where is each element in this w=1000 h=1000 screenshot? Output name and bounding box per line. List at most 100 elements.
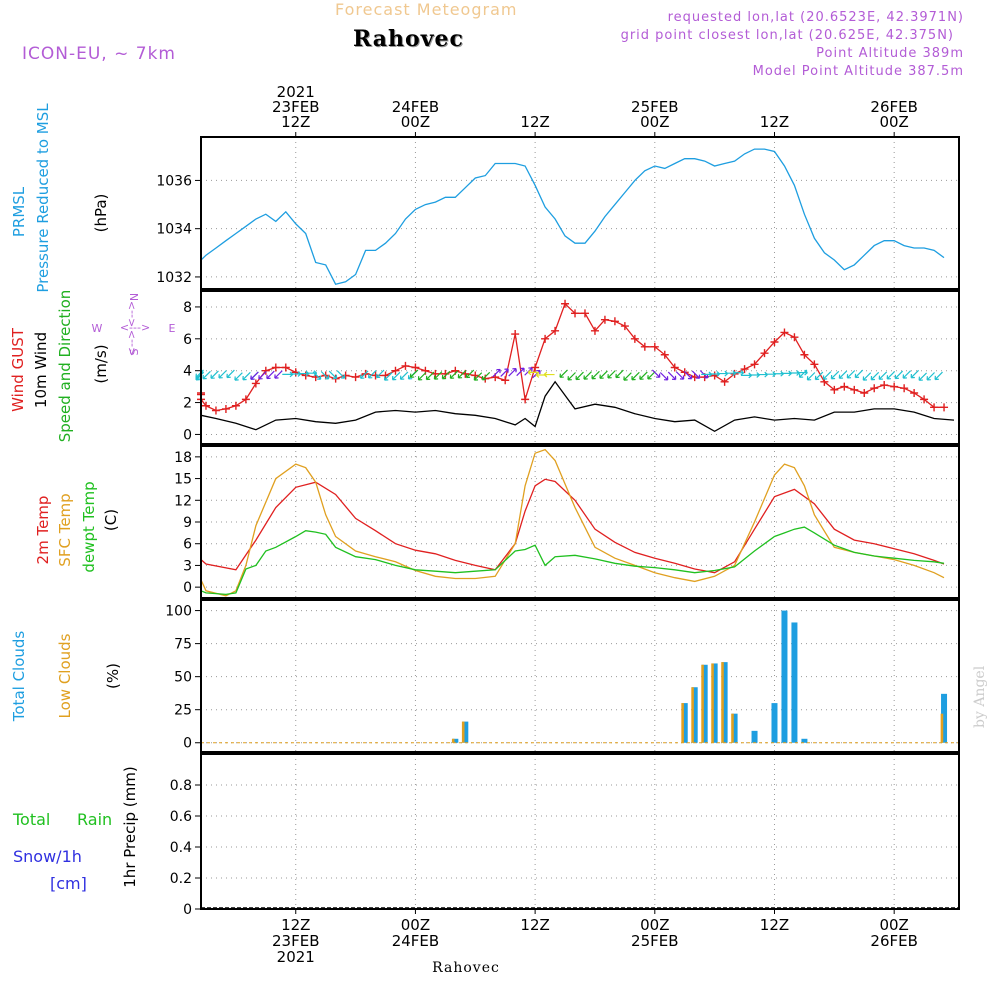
gust-marker: [780, 328, 789, 337]
cloud-bar: [701, 664, 704, 743]
x-tick-label-bottom: 12Z: [520, 916, 549, 934]
y-tick-label: 12: [174, 493, 192, 509]
precip-snow-label: Snow/1h: [13, 847, 82, 866]
clouds-total-label: Total Clouds: [10, 631, 28, 723]
wind-arrow: [218, 370, 227, 379]
cloud-bar: [462, 721, 469, 743]
series-line: [200, 526, 945, 596]
wind-arrow: [659, 372, 669, 381]
wind-arrow: [667, 371, 677, 381]
cloud-bar: [681, 703, 684, 743]
wind-arrow: [516, 367, 525, 377]
model-altitude: Model Point Altitude 387.5m: [752, 64, 964, 79]
y-tick-label: 6: [183, 537, 192, 553]
gust-marker: [211, 406, 220, 415]
panel-frame: [200, 445, 960, 599]
y-tick-label: 0: [183, 580, 192, 596]
y-tick-label: 1036: [156, 173, 192, 189]
gust-marker: [401, 361, 410, 370]
chart-title: Forecast Meteogram: [335, 0, 518, 19]
wind-arrow: [242, 371, 251, 381]
wind-arrow: [567, 372, 576, 381]
wind-arrow: [250, 371, 259, 380]
gust-marker: [531, 363, 540, 372]
gust-marker: [840, 382, 849, 391]
wind-arrow: [591, 370, 600, 380]
gust-marker: [940, 403, 949, 412]
gust-marker: [880, 381, 889, 390]
cloud-bar: [451, 738, 455, 743]
y-tick-label: 0.4: [170, 840, 192, 856]
gust-marker: [231, 401, 240, 410]
gust-marker: [511, 330, 520, 339]
footer-location: Rahovec: [432, 960, 500, 976]
y-tick-label: 25: [174, 703, 192, 719]
wind-panel: 0 2 4 6 8: [183, 290, 960, 445]
wind-arrow: [226, 369, 235, 379]
clouds-low-label: Low Clouds: [56, 633, 74, 718]
wind-arrow: [854, 369, 864, 379]
x-tick-label-bottom: 2021: [277, 948, 315, 966]
y-tick-label: 1032: [156, 270, 192, 286]
wind-arrow: [527, 369, 539, 376]
gust-marker: [770, 338, 779, 346]
wind-arrow: [500, 368, 509, 377]
clouds-unit: (%): [104, 663, 122, 689]
gust-marker: [381, 371, 390, 380]
wind-arrow: [559, 369, 568, 378]
wind-arrow: [918, 372, 927, 381]
cloud-bar: [711, 663, 714, 743]
x-tick-label-top: 23FEB: [272, 98, 319, 116]
pressure-unit: (hPa): [92, 194, 110, 233]
precip-rain-label: Rain: [77, 810, 112, 829]
x-tick-label-bottom: 25FEB: [631, 932, 678, 950]
wind-arrow: [417, 372, 427, 381]
cloud-bar: [461, 721, 465, 743]
gust-marker: [561, 299, 570, 308]
location-title: Rahovec: [353, 26, 464, 52]
wind-arrow: [457, 370, 467, 379]
wind-unit: (m/s): [92, 344, 110, 383]
gust-marker: [551, 326, 560, 335]
wind-arrow: [202, 370, 211, 380]
wind-arrow: [543, 371, 555, 378]
y-tick-label: 75: [174, 637, 192, 653]
gust-marker: [670, 363, 679, 372]
series-line: [200, 380, 955, 433]
x-tick-label-bottom: 26FEB: [870, 932, 917, 950]
gust-marker: [890, 382, 899, 391]
clouds-panel: 0 25 50 75 100: [165, 599, 960, 753]
cloud-bar: [721, 662, 728, 743]
wind-arrow: [399, 371, 409, 380]
gust-marker: [640, 342, 649, 351]
x-tick-label-bottom: 24FEB: [392, 932, 439, 950]
temp-unit: (C): [102, 509, 120, 531]
wind-arrow: [274, 370, 283, 379]
gust-marker: [590, 326, 599, 335]
y-tick-label: 50: [174, 670, 192, 686]
point-altitude: Point Altitude 389m: [816, 46, 964, 61]
gust-marker: [571, 309, 580, 318]
gust-marker: [800, 350, 809, 359]
wind-arrow: [838, 370, 848, 379]
gust-marker: [411, 363, 420, 372]
gust-marker: [620, 322, 629, 331]
pressure-panel: 1032 1034 1036: [156, 136, 960, 290]
gust-marker: [760, 349, 769, 358]
panel-frame: [200, 290, 960, 445]
x-tick-label-top: 2021: [277, 83, 315, 101]
temperature-panel: 0 3 6 9 12 15 18: [174, 445, 960, 599]
cloud-bar: [691, 687, 694, 743]
x-tick-label-top: 26FEB: [870, 98, 917, 116]
gust-marker: [930, 403, 939, 412]
wind-arrow: [862, 372, 872, 381]
wind-arrow: [651, 369, 661, 378]
wind-arrow: [822, 371, 832, 380]
y-tick-label: 0: [183, 902, 192, 918]
compass-west: W: [92, 322, 103, 335]
gust-marker: [630, 334, 639, 343]
gust-marker: [281, 363, 290, 372]
wind-arrow: [675, 371, 685, 380]
series-line: [200, 448, 945, 597]
y-tick-label: 0.8: [170, 778, 192, 794]
